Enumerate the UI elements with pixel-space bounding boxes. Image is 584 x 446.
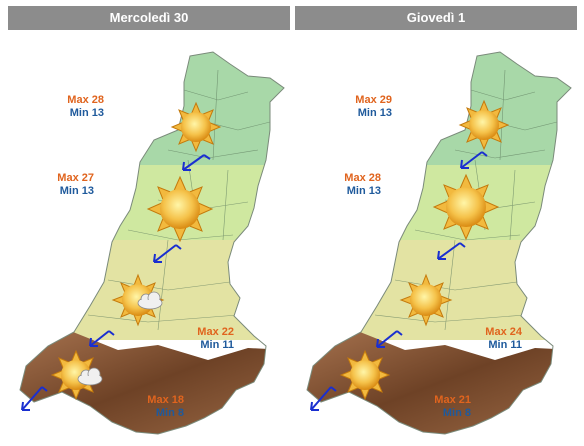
- sun-with-cloud-icon: [50, 349, 103, 401]
- wind-arrow-southwest-icon: [376, 330, 403, 348]
- max-temp: Max 24: [485, 326, 522, 338]
- wind-arrow-southwest-icon: [21, 386, 48, 411]
- wind-arrow-southwest-icon: [437, 242, 466, 260]
- day-header: Mercoledì 30: [8, 6, 290, 30]
- regional-forecast-map: Max 29 Min 13 Max 28 Min 13 Max 24 Min 1…: [295, 30, 577, 438]
- zone-temperatures: Max 24 Min 11: [462, 326, 522, 352]
- min-temp: Min 13: [357, 107, 392, 119]
- max-temp: Max 18: [147, 394, 184, 406]
- max-temp: Max 22: [197, 326, 234, 338]
- day-header: Giovedì 1: [295, 6, 577, 30]
- min-temp: Min 13: [346, 185, 381, 197]
- min-temp: Min 13: [69, 107, 104, 119]
- wind-arrow-southwest-icon: [460, 151, 488, 169]
- min-temp: Min 8: [155, 407, 184, 419]
- min-temp: Min 11: [488, 339, 522, 351]
- max-temp: Max 27: [57, 172, 94, 184]
- wind-arrow-southwest-icon: [310, 386, 337, 411]
- zone-mountain: [20, 330, 284, 434]
- day-panel-thursday: Giovedì 1: [295, 6, 577, 438]
- zone-temperatures: Max 18 Min 8: [124, 394, 184, 420]
- max-temp: Max 28: [344, 172, 381, 184]
- max-temp: Max 29: [355, 94, 392, 106]
- sun-icon: [399, 273, 453, 327]
- min-temp: Min 11: [200, 339, 234, 351]
- zone-temperatures: Max 27 Min 13: [34, 172, 94, 198]
- sun-with-cloud-icon: [111, 273, 165, 327]
- zone-temperatures: Max 22 Min 11: [174, 326, 234, 352]
- wind-arrow-southwest-icon: [182, 154, 211, 171]
- zone-temperatures: Max 29 Min 13: [332, 94, 392, 120]
- min-temp: Min 13: [59, 185, 94, 197]
- sun-icon: [339, 349, 391, 401]
- min-temp: Min 8: [442, 407, 471, 419]
- sun-icon: [146, 175, 214, 243]
- sun-icon: [170, 101, 222, 153]
- regional-forecast-map: Max 28 Min 13 Max 27 Min 13 Max 22 Min 1…: [8, 30, 290, 438]
- max-temp: Max 28: [67, 94, 104, 106]
- wind-arrow-southwest-icon: [153, 244, 182, 263]
- sun-icon: [458, 99, 510, 151]
- zone-temperatures: Max 28 Min 13: [44, 94, 104, 120]
- sun-icon: [432, 173, 500, 241]
- max-temp: Max 21: [434, 394, 471, 406]
- zone-temperatures: Max 21 Min 8: [411, 394, 471, 420]
- wind-arrow-southwest-icon: [89, 330, 115, 347]
- zone-temperatures: Max 28 Min 13: [321, 172, 381, 198]
- day-panel-wednesday: Mercoledì 30: [8, 6, 290, 438]
